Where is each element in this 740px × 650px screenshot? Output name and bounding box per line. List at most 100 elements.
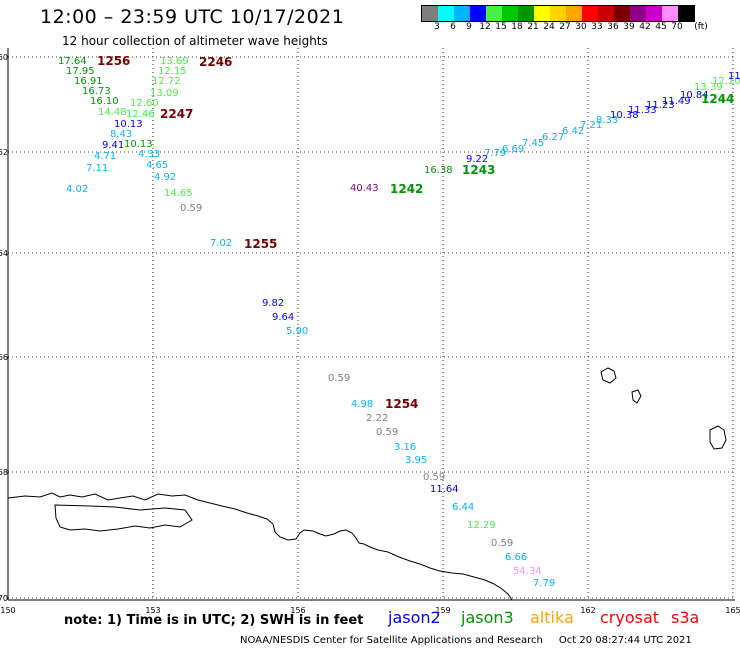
- lon-tick-label: 162: [580, 606, 595, 615]
- lon-tick-label: 150: [0, 606, 15, 615]
- wave-height-label: 0.59: [180, 203, 202, 214]
- wave-height-label: 11.23: [646, 100, 675, 111]
- legend-tick-label: 36: [607, 22, 619, 32]
- wave-height-label: 11: [728, 71, 740, 82]
- legend-swatch: [598, 6, 614, 21]
- wave-height-label: 0.59: [376, 427, 398, 438]
- legend-swatch: [518, 6, 534, 21]
- pass-time-label: 1242: [390, 182, 423, 196]
- wave-height-label: 6.66: [505, 552, 527, 563]
- legend-swatch: [678, 6, 694, 21]
- wave-height-label: 7.45: [522, 138, 544, 149]
- legend-swatch: [454, 6, 470, 21]
- pass-time-label: 1256: [97, 54, 130, 68]
- lat-tick-label: -60: [0, 53, 8, 62]
- wave-height-label: 11.64: [430, 484, 459, 495]
- wave-height-label: 0.59: [328, 373, 350, 384]
- legend-unit-label: (ft): [694, 22, 708, 32]
- wave-height-label: 6.42: [562, 126, 584, 137]
- wave-height-label: 3.95: [405, 455, 427, 466]
- island-medium: [631, 389, 642, 404]
- wave-height-label: 14.65: [164, 188, 193, 199]
- legend-swatch: [614, 6, 630, 21]
- wave-height-label: 2.22: [366, 413, 388, 424]
- pass-time-label: 2246: [199, 55, 232, 69]
- wave-height-label: 7.21: [580, 120, 602, 131]
- wave-height-label: 40.43: [350, 183, 379, 194]
- legend-tick-label: 30: [575, 22, 587, 32]
- wave-height-label: 13.09: [150, 88, 179, 99]
- legend-swatch: [486, 6, 502, 21]
- legend-swatch: [470, 6, 486, 21]
- legend-tick-label: 12: [479, 22, 491, 32]
- wave-height-label: 4.02: [66, 184, 88, 195]
- wave-height-label: 10.38: [610, 110, 639, 121]
- page-title: 12:00 – 23:59 UTC 10/17/2021: [40, 6, 345, 28]
- legend-swatch: [534, 6, 550, 21]
- wave-height-label: 10.84: [680, 90, 709, 101]
- wave-height-label: 3.16: [394, 442, 416, 453]
- wave-height-label: 10.13: [114, 119, 143, 130]
- wave-height-label: 4.65: [146, 160, 168, 171]
- page-subtitle: 12 hour collection of altimeter wave hei…: [62, 34, 328, 48]
- legend-tick-label: 24: [543, 22, 555, 32]
- wave-height-label: 10.13: [124, 139, 153, 150]
- antarctic-coastline: [7, 492, 513, 601]
- wave-height-label: 12.72: [152, 76, 181, 87]
- time-labels: 1256 2246 2247 1243 1242 1244 1255 1254: [97, 54, 734, 411]
- wave-height-label: 4.92: [154, 172, 176, 183]
- wave-height-label: 16.10: [90, 96, 119, 107]
- legend-swatch: [550, 6, 566, 21]
- coast-inlet: [54, 504, 193, 532]
- wave-height-label: 12.46: [126, 109, 155, 120]
- wave-height-label: 16.73: [82, 86, 111, 97]
- wave-height-label: 12.15: [158, 66, 187, 77]
- wave-height-label: 13.69: [160, 56, 189, 67]
- satellite-s3a: s3a: [671, 608, 700, 627]
- wave-height-label: 12.60: [130, 98, 159, 109]
- wave-height-label: 9.82: [262, 298, 284, 309]
- wave-height-label: 4.33: [138, 149, 160, 160]
- wave-height-label: 6.69: [502, 144, 524, 155]
- island-small: [600, 367, 617, 384]
- lon-tick-label: 156: [290, 606, 305, 615]
- legend-swatch: [566, 6, 582, 21]
- pass-time-label: 2247: [160, 107, 193, 121]
- legend-tick-label: 15: [495, 22, 507, 32]
- credit-text: NOAA/NESDIS Center for Satellite Applica…: [240, 635, 543, 646]
- legend-swatch: [630, 6, 646, 21]
- legend-tick-label: 45: [655, 22, 667, 32]
- satellite-jason2: jason2: [388, 608, 441, 627]
- wave-height-label: 14.48: [98, 107, 127, 118]
- lat-tick-label: -70: [0, 594, 8, 603]
- legend-tick-label: 27: [559, 22, 571, 32]
- wave-height-label: 6.44: [452, 502, 474, 513]
- pass-time-label: 1254: [385, 397, 418, 411]
- legend-swatch: [422, 6, 438, 21]
- wave-height-label: 7.02: [210, 238, 232, 249]
- legend-tick-label: 33: [591, 22, 603, 32]
- wave-height-label: 12.10: [712, 76, 740, 87]
- legend-swatch: [438, 6, 454, 21]
- footer-credit: NOAA/NESDIS Center for Satellite Applica…: [240, 635, 692, 646]
- legend-tick-label: 70: [671, 22, 683, 32]
- color-legend-bar: [421, 5, 695, 22]
- lon-tick-label: 165: [725, 606, 740, 615]
- wave-height-label: 9.22: [466, 154, 488, 165]
- wave-height-label: 8.33: [596, 115, 618, 126]
- footer-note: note: 1) Time is in UTC; 2) SWH is in fe…: [64, 613, 364, 628]
- wave-height-label: 17.95: [66, 66, 95, 77]
- legend-tick-label: 6: [450, 22, 456, 32]
- wave-height-label: 16.91: [74, 76, 103, 87]
- legend-tick-label: 18: [511, 22, 523, 32]
- legend-tick-label: 3: [434, 22, 440, 32]
- wave-height-label: 9.64: [272, 312, 294, 323]
- wave-height-label: 54.34: [513, 566, 542, 577]
- lat-tick-label: -68: [0, 468, 8, 477]
- lat-tick-label: -64: [0, 249, 8, 258]
- legend-tick-label: 21: [527, 22, 539, 32]
- legend-swatch: [582, 6, 598, 21]
- wave-height-label: 7.79: [484, 148, 506, 159]
- wave-height-label: 12.29: [467, 520, 496, 531]
